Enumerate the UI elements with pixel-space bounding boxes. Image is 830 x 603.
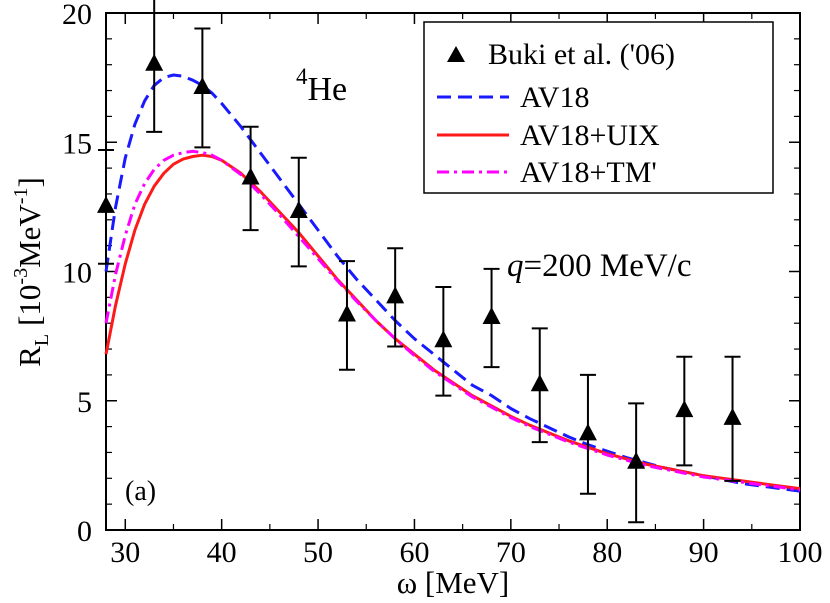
legend-marker-buki [447,46,465,62]
series-line-av18-uix [104,153,801,491]
data-point [337,260,356,371]
triangle-marker [578,423,597,441]
x-tick-label-40: 40 [207,536,237,569]
axis-ticks: 30 40 50 60 70 80 90 100 0 5 10 15 20 [62,0,823,569]
data-point [482,267,501,369]
data-point [241,125,260,232]
triangle-marker [337,304,356,322]
x-tick-label-30: 30 [110,536,140,569]
nucleus-annotation: 4He [296,64,347,108]
data-point [145,0,164,133]
triangle-marker [289,201,308,219]
y-label-close: ] [12,177,47,187]
nucleus-mass: 4 [296,64,308,89]
y-label-exp2: -1 [10,188,32,205]
triangle-marker [723,407,742,425]
y-label-main: R [12,346,47,367]
nucleus-symbol: He [308,71,348,108]
data-points-layer [97,0,742,524]
triangle-marker [434,330,453,348]
data-point [723,355,742,482]
x-tick-label-60: 60 [399,536,429,569]
x-axis-label: ω [MeV] [397,565,510,600]
triangle-marker [386,286,405,304]
x-tick-label-90: 90 [689,536,719,569]
y-axis-label: RL [10-3MeV-1] [10,177,53,367]
data-point [578,373,597,495]
triangle-marker [675,400,694,418]
y-label-mid: MeV [12,204,47,268]
data-point [530,327,549,444]
legend-label-av18: AV18 [520,81,589,114]
triangle-marker [193,76,212,94]
triangle-marker [482,307,501,325]
legend: Buki et al. ('06) AV18 AV18+UIX AV18+TM' [423,21,774,194]
data-point [289,156,308,268]
x-tick-label-100: 100 [778,536,823,569]
triangle-marker [627,451,646,469]
triangle-marker [145,53,164,71]
y-tick-label-5: 5 [77,386,92,419]
y-tick-label-0: 0 [77,515,92,548]
triangle-marker [97,195,115,213]
data-point [434,286,453,397]
data-point [627,402,646,524]
panel-label: (a) [125,476,156,507]
legend-box [423,21,774,194]
legend-label-buki: Buki et al. ('06) [488,38,675,71]
x-tick-label-50: 50 [303,536,333,569]
legend-label-av18-tm: AV18+TM' [520,156,657,189]
series-line-av18-tm [104,149,801,492]
y-tick-label-15: 15 [62,127,92,160]
y-label-sub: L [31,334,53,346]
y-tick-label-20: 20 [62,0,92,31]
momentum-annotation: q=200 MeV/c [507,248,692,284]
data-point [386,247,405,348]
triangle-marker [241,167,260,185]
data-point [193,27,212,149]
y-label-exp1: -3 [10,268,32,285]
data-point [97,149,115,265]
momentum-value: =200 MeV/c [524,248,692,284]
triangle-marker [530,374,549,392]
momentum-variable: q [507,248,524,284]
x-tick-label-80: 80 [592,536,622,569]
x-tick-label-70: 70 [496,536,526,569]
legend-label-av18-uix: AV18+UIX [520,119,660,152]
y-label-open: [10 [12,285,47,326]
data-point [675,355,694,467]
y-tick-label-10: 10 [62,257,92,290]
